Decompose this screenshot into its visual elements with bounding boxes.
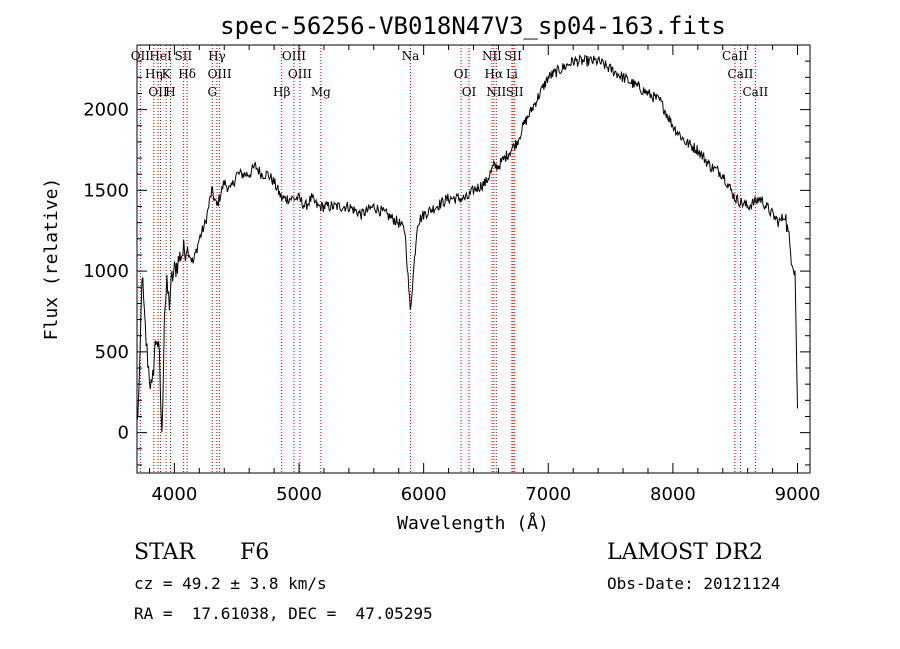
line-label: Li [506, 67, 518, 81]
plot-frame [136, 44, 811, 474]
line-label: OII [148, 85, 168, 99]
object-class: STAR [134, 540, 195, 565]
y-tick-label: 2000 [83, 100, 129, 121]
line-label: OI [454, 67, 469, 81]
line-label: NII [486, 85, 506, 99]
line-label: Hβ [273, 85, 290, 99]
line-label: G [207, 85, 217, 99]
line-label: H [165, 85, 175, 99]
survey-name: LAMOST DR2 [607, 540, 763, 565]
line-label: NII [482, 49, 502, 63]
x-tick-label: 4000 [151, 484, 197, 505]
line-label: CaII [728, 67, 754, 81]
spectrum-chart: spec-56256-VB018N47V3_sp04-163.fits OIIH… [41, 12, 821, 534]
line-label: SII [175, 49, 193, 63]
line-label: Hη [145, 67, 163, 81]
spectral-subclass: F6 [240, 540, 270, 565]
redshift-cz: cz = 49.2 ± 3.8 km/s [134, 574, 327, 593]
observation-date: Obs-Date: 20121124 [607, 574, 781, 593]
line-label: K [162, 67, 172, 81]
x-tick-label: 6000 [401, 484, 447, 505]
line-label: OII [131, 49, 151, 63]
y-tick-label: 1500 [83, 180, 129, 201]
line-label: Mg [311, 85, 331, 99]
spectral-line-labels: OIIHηOIIHeIKHSIIHδGHγOIIIHβOIIIOIIIMgNaO… [131, 49, 769, 99]
line-label: Na [402, 49, 420, 63]
line-label: OIII [282, 49, 306, 63]
y-axis-label: Flux (relative) [41, 178, 62, 341]
spectral-line-markers [139, 45, 756, 473]
line-label: OIII [208, 67, 232, 81]
line-label: Hα [485, 67, 504, 81]
chart-title: spec-56256-VB018N47V3_sp04-163.fits [220, 12, 726, 40]
x-tick-label: 5000 [276, 484, 322, 505]
line-label: Hγ [208, 49, 226, 63]
y-tick-label: 0 [118, 423, 129, 444]
line-label: CaII [722, 49, 748, 63]
coordinates: RA = 17.61038, DEC = 47.05295 [134, 604, 433, 623]
spectrum-line [136, 54, 798, 433]
y-axis-ticks: 0 500 1000 1500 2000 [83, 44, 810, 466]
line-label: CaII [742, 85, 768, 99]
x-axis-ticks: 4000 5000 6000 7000 8000 9000 [148, 45, 821, 505]
line-label: SII [506, 85, 524, 99]
line-label: OIII [288, 67, 312, 81]
line-label: SII [504, 49, 522, 63]
x-axis-label: Wavelength (Å) [397, 512, 549, 534]
x-tick-label: 9000 [775, 484, 821, 505]
line-label: OI [462, 85, 477, 99]
x-tick-label: 8000 [650, 484, 696, 505]
y-tick-label: 500 [95, 342, 129, 363]
line-label: Hδ [178, 67, 196, 81]
y-tick-label: 1000 [83, 261, 129, 282]
x-tick-label: 7000 [525, 484, 571, 505]
line-label: HeI [149, 49, 172, 63]
